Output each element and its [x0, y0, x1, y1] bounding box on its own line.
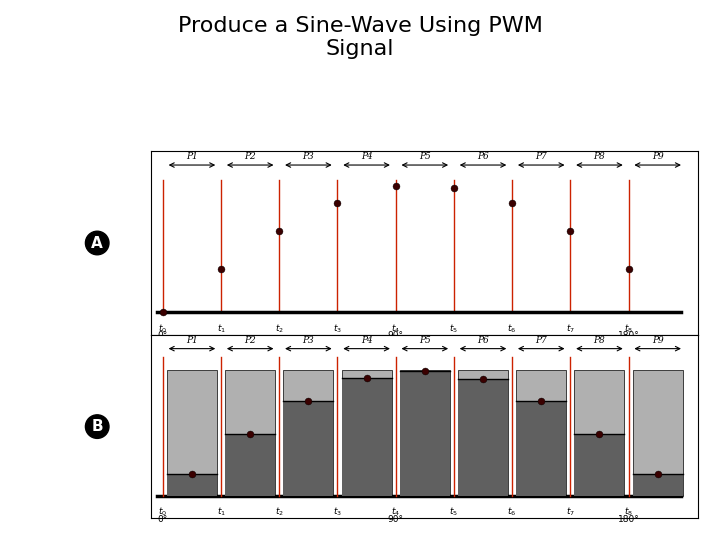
Text: $t_6$: $t_6$ — [508, 506, 517, 518]
Text: $t_1$: $t_1$ — [217, 506, 225, 518]
Text: P7: P7 — [536, 152, 547, 161]
Bar — [633, 474, 683, 496]
Text: P8: P8 — [593, 152, 606, 161]
Text: P5: P5 — [419, 336, 431, 345]
Text: A: A — [91, 235, 103, 251]
Text: $t_5$: $t_5$ — [449, 506, 459, 518]
Text: P7: P7 — [536, 336, 547, 345]
Bar — [341, 370, 392, 496]
Text: 180°: 180° — [618, 515, 639, 524]
Text: $t_5$: $t_5$ — [449, 322, 459, 335]
Text: P2: P2 — [244, 336, 256, 345]
Text: P3: P3 — [302, 152, 314, 161]
Bar — [167, 474, 217, 496]
Text: P6: P6 — [477, 336, 489, 345]
Text: $t_3$: $t_3$ — [333, 506, 342, 518]
Bar — [516, 401, 566, 496]
Text: $t_1$: $t_1$ — [217, 322, 225, 335]
Text: $t_0$: $t_0$ — [158, 506, 168, 518]
Text: $t_7$: $t_7$ — [566, 506, 575, 518]
Text: $t_4$: $t_4$ — [391, 322, 400, 335]
Bar — [225, 434, 275, 496]
Text: 90°: 90° — [387, 331, 404, 340]
Text: P1: P1 — [186, 336, 198, 345]
Text: P9: P9 — [652, 152, 664, 161]
Text: P2: P2 — [244, 152, 256, 161]
Text: P4: P4 — [361, 152, 372, 161]
Text: P8: P8 — [593, 336, 606, 345]
Text: B: B — [91, 419, 103, 434]
Bar — [284, 401, 333, 496]
Text: $t_0$: $t_0$ — [158, 322, 168, 335]
Text: 0°: 0° — [158, 331, 168, 340]
Text: P4: P4 — [361, 336, 372, 345]
Bar — [225, 370, 275, 496]
Text: 90°: 90° — [387, 515, 404, 524]
Text: $t_2$: $t_2$ — [275, 506, 284, 518]
Bar — [341, 379, 392, 496]
Text: P9: P9 — [652, 336, 664, 345]
Bar — [575, 434, 624, 496]
Bar — [458, 380, 508, 496]
Text: P3: P3 — [302, 336, 314, 345]
Text: P6: P6 — [477, 152, 489, 161]
Text: P1: P1 — [186, 152, 198, 161]
Bar — [575, 370, 624, 496]
Text: Produce a Sine-Wave Using PWM
Signal: Produce a Sine-Wave Using PWM Signal — [178, 16, 542, 59]
Text: $t_8$: $t_8$ — [624, 506, 633, 518]
Bar — [284, 370, 333, 496]
Bar — [400, 370, 450, 496]
Text: $t_6$: $t_6$ — [508, 322, 517, 335]
Bar — [167, 370, 217, 496]
Text: 0°: 0° — [158, 515, 168, 524]
Text: $t_3$: $t_3$ — [333, 322, 342, 335]
Text: $t_2$: $t_2$ — [275, 322, 284, 335]
Text: 180°: 180° — [618, 331, 639, 340]
Bar — [400, 371, 450, 496]
Text: $t_4$: $t_4$ — [391, 506, 400, 518]
Text: $t_8$: $t_8$ — [624, 322, 633, 335]
Text: $t_7$: $t_7$ — [566, 322, 575, 335]
Bar — [516, 370, 566, 496]
Text: P5: P5 — [419, 152, 431, 161]
Bar — [633, 370, 683, 496]
Bar — [458, 370, 508, 496]
